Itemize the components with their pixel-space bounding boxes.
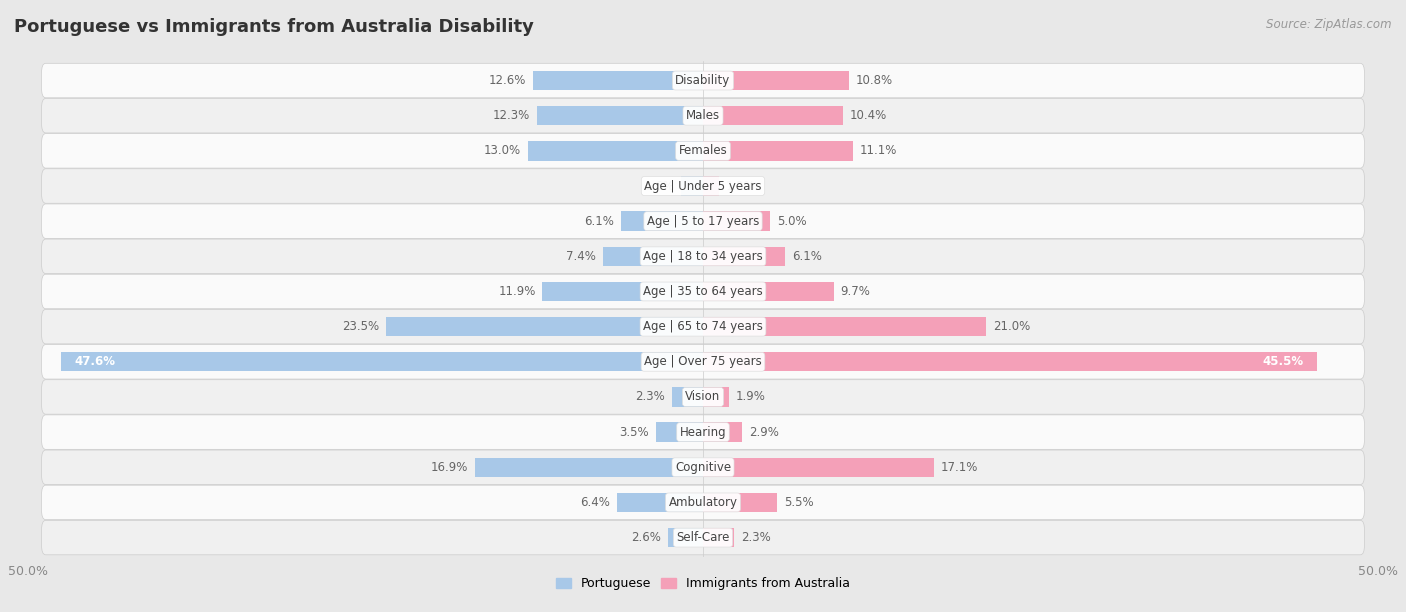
Text: Self-Care: Self-Care xyxy=(676,531,730,544)
Text: Age | 65 to 74 years: Age | 65 to 74 years xyxy=(643,320,763,333)
Text: 9.7%: 9.7% xyxy=(841,285,870,298)
Text: Vision: Vision xyxy=(685,390,721,403)
Bar xyxy=(703,317,987,337)
Bar xyxy=(703,458,934,477)
FancyBboxPatch shape xyxy=(42,310,1364,344)
Text: 12.3%: 12.3% xyxy=(494,109,530,122)
FancyBboxPatch shape xyxy=(42,450,1364,485)
Bar xyxy=(703,422,742,442)
Bar xyxy=(703,282,834,301)
Text: 1.6%: 1.6% xyxy=(645,179,675,193)
Bar xyxy=(703,528,734,547)
Bar xyxy=(703,387,728,406)
Text: 3.5%: 3.5% xyxy=(620,425,650,439)
FancyBboxPatch shape xyxy=(42,63,1364,98)
Text: 2.3%: 2.3% xyxy=(636,390,665,403)
Text: 13.0%: 13.0% xyxy=(484,144,520,157)
Bar xyxy=(533,71,703,90)
Legend: Portuguese, Immigrants from Australia: Portuguese, Immigrants from Australia xyxy=(551,572,855,595)
FancyBboxPatch shape xyxy=(42,274,1364,308)
Text: 1.9%: 1.9% xyxy=(735,390,765,403)
FancyBboxPatch shape xyxy=(42,379,1364,414)
Text: 7.4%: 7.4% xyxy=(567,250,596,263)
Text: Cognitive: Cognitive xyxy=(675,461,731,474)
Bar xyxy=(527,141,703,160)
Text: Source: ZipAtlas.com: Source: ZipAtlas.com xyxy=(1267,18,1392,31)
Bar xyxy=(682,176,703,196)
FancyBboxPatch shape xyxy=(42,99,1364,133)
Text: 21.0%: 21.0% xyxy=(993,320,1031,333)
Text: 6.4%: 6.4% xyxy=(581,496,610,509)
FancyBboxPatch shape xyxy=(42,169,1364,203)
Text: 5.5%: 5.5% xyxy=(785,496,814,509)
Bar xyxy=(603,247,703,266)
Bar xyxy=(703,71,849,90)
FancyBboxPatch shape xyxy=(42,133,1364,168)
Text: Age | 5 to 17 years: Age | 5 to 17 years xyxy=(647,215,759,228)
Text: 11.9%: 11.9% xyxy=(498,285,536,298)
Bar xyxy=(703,212,770,231)
Text: Age | Under 5 years: Age | Under 5 years xyxy=(644,179,762,193)
Text: Age | 35 to 64 years: Age | 35 to 64 years xyxy=(643,285,763,298)
Bar xyxy=(60,352,703,371)
Bar xyxy=(617,493,703,512)
Text: 10.4%: 10.4% xyxy=(851,109,887,122)
Bar xyxy=(703,493,778,512)
Text: 2.6%: 2.6% xyxy=(631,531,661,544)
FancyBboxPatch shape xyxy=(42,345,1364,379)
FancyBboxPatch shape xyxy=(42,239,1364,274)
Text: Females: Females xyxy=(679,144,727,157)
Text: 2.9%: 2.9% xyxy=(749,425,779,439)
Text: 17.1%: 17.1% xyxy=(941,461,979,474)
FancyBboxPatch shape xyxy=(42,485,1364,520)
FancyBboxPatch shape xyxy=(42,520,1364,555)
Text: 45.5%: 45.5% xyxy=(1263,356,1303,368)
Bar xyxy=(655,422,703,442)
Bar xyxy=(537,106,703,125)
Text: 5.0%: 5.0% xyxy=(778,215,807,228)
Text: Age | Over 75 years: Age | Over 75 years xyxy=(644,356,762,368)
Text: Portuguese vs Immigrants from Australia Disability: Portuguese vs Immigrants from Australia … xyxy=(14,18,534,36)
FancyBboxPatch shape xyxy=(42,204,1364,239)
Bar xyxy=(703,106,844,125)
Text: 47.6%: 47.6% xyxy=(75,356,115,368)
Bar xyxy=(668,528,703,547)
Text: Disability: Disability xyxy=(675,74,731,87)
Bar xyxy=(620,212,703,231)
Text: 11.1%: 11.1% xyxy=(859,144,897,157)
Bar xyxy=(475,458,703,477)
Text: Age | 18 to 34 years: Age | 18 to 34 years xyxy=(643,250,763,263)
Bar xyxy=(703,176,720,196)
Text: Males: Males xyxy=(686,109,720,122)
Text: 10.8%: 10.8% xyxy=(855,74,893,87)
Text: 2.3%: 2.3% xyxy=(741,531,770,544)
Text: Hearing: Hearing xyxy=(679,425,727,439)
Bar xyxy=(703,141,853,160)
Text: 16.9%: 16.9% xyxy=(430,461,468,474)
Text: Ambulatory: Ambulatory xyxy=(668,496,738,509)
Text: 6.1%: 6.1% xyxy=(792,250,823,263)
Bar xyxy=(385,317,703,337)
Text: 1.2%: 1.2% xyxy=(725,179,756,193)
Text: 12.6%: 12.6% xyxy=(489,74,526,87)
FancyBboxPatch shape xyxy=(42,415,1364,449)
Text: 6.1%: 6.1% xyxy=(583,215,614,228)
Bar xyxy=(672,387,703,406)
Text: 23.5%: 23.5% xyxy=(342,320,380,333)
Bar xyxy=(703,352,1317,371)
Bar xyxy=(703,247,786,266)
Bar xyxy=(543,282,703,301)
